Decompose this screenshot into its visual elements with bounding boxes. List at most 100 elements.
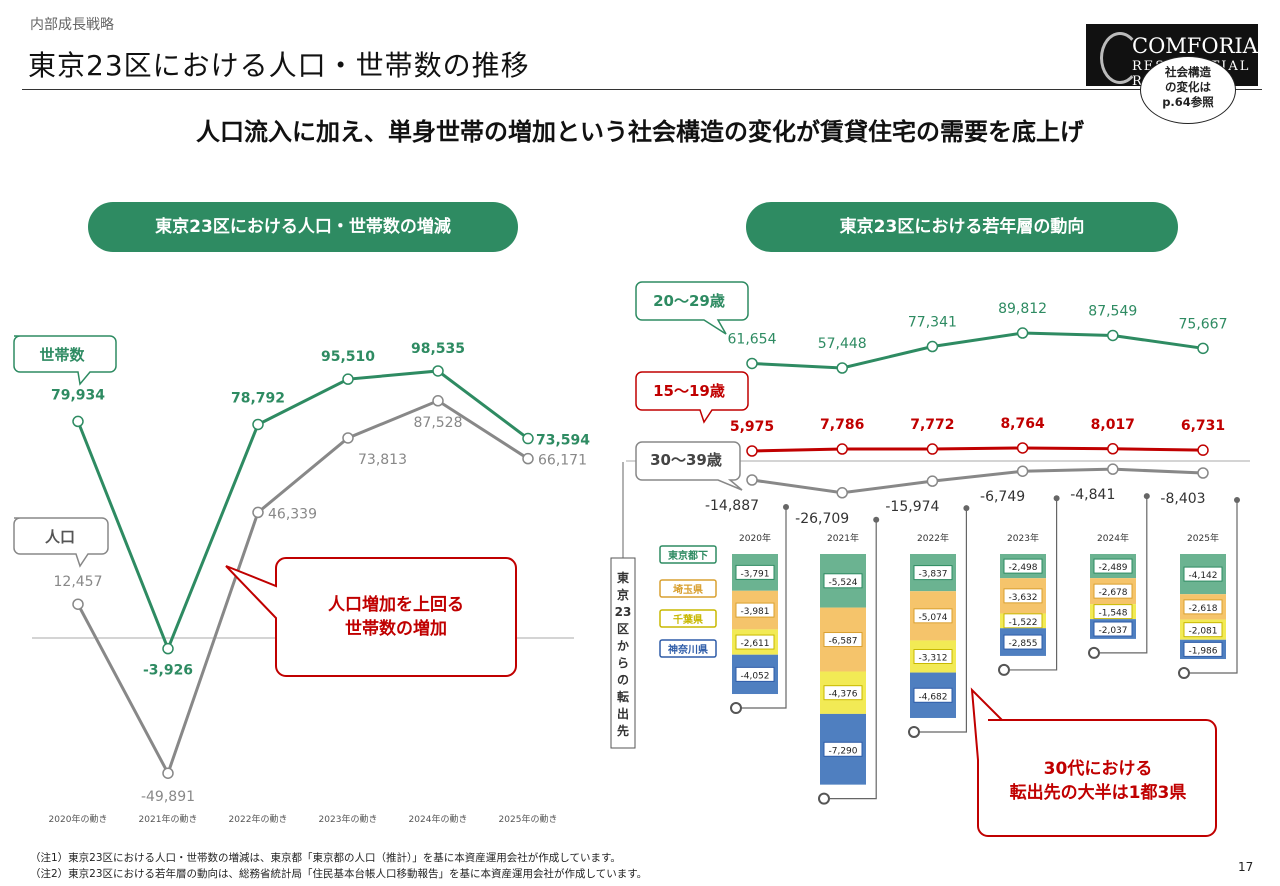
bar-value-box xyxy=(913,565,953,581)
series-line-households xyxy=(76,369,529,653)
data-point xyxy=(1197,342,1209,355)
logo-text-main: COMFORIA xyxy=(1132,34,1258,58)
data-point xyxy=(746,357,758,370)
data-label: 7,772 xyxy=(910,417,954,433)
left-callout-text: 世帯数の増加 xyxy=(345,618,447,639)
bar-legend-label: 東京都下 xyxy=(668,549,708,562)
bar-value-box xyxy=(1003,613,1043,629)
right-callout-box xyxy=(970,687,1217,837)
bar-legend-label: 埼玉県 xyxy=(673,583,703,596)
data-point xyxy=(836,362,848,374)
side-label-char: 京 xyxy=(617,587,629,602)
side-label-char: 東 xyxy=(617,570,629,585)
reference-badge: 社会構造 の変化は p.64参照 xyxy=(1140,56,1236,124)
data-label: 66,171 xyxy=(538,453,587,469)
bar-value-label: -2,855 xyxy=(1008,639,1037,649)
data-point xyxy=(252,418,264,431)
bar-value-box xyxy=(735,602,775,618)
data-point xyxy=(72,415,84,428)
right-callout-text: 30代における xyxy=(1044,758,1153,779)
bar-value-label: -4,142 xyxy=(1188,571,1217,581)
data-label: 7,786 xyxy=(820,417,864,433)
side-label-char: の xyxy=(617,673,629,687)
side-label-char: 先 xyxy=(617,723,629,738)
data-label: 6,731 xyxy=(1181,418,1225,434)
bar-value-box xyxy=(735,564,775,580)
page-title: 東京23区における人口・世帯数の推移 xyxy=(28,49,530,82)
bar-value-box xyxy=(735,666,775,682)
side-label-char: 区 xyxy=(617,622,629,636)
series-line-population xyxy=(76,399,529,777)
data-point xyxy=(926,340,939,353)
right-chart-title: 東京23区における若年層の動向 xyxy=(746,202,1178,252)
connector-line xyxy=(920,508,968,733)
data-label: 87,549 xyxy=(1088,303,1137,319)
reference-badge-line: 社会構造 xyxy=(1165,65,1211,79)
legend-population-box xyxy=(13,517,109,568)
data-point xyxy=(1107,463,1119,475)
data-label: 75,667 xyxy=(1179,316,1228,332)
legend-age30s-box xyxy=(635,441,743,491)
bar-value-label: -3,632 xyxy=(1008,593,1037,603)
bar-year-label: 2020年 xyxy=(739,532,771,544)
bar-value-box xyxy=(913,687,953,703)
headline: 人口流入に加え、単身世帯の増加という社会構造の変化が賃貸住宅の需要を底上げ xyxy=(196,118,1084,146)
data-label: -8,403 xyxy=(1160,491,1205,507)
bar-value-label: -7,290 xyxy=(828,746,857,756)
bar-value-label: -2,489 xyxy=(1098,563,1127,573)
data-label: 46,339 xyxy=(268,506,317,522)
reference-badge-line: p.64参照 xyxy=(1162,95,1214,109)
data-label: 73,813 xyxy=(358,452,407,468)
bar-value-box xyxy=(1093,604,1133,620)
data-label: 77,341 xyxy=(908,315,957,331)
bar-legend-label: 千葉県 xyxy=(673,613,703,626)
data-label: -4,841 xyxy=(1070,487,1115,503)
legend-population-label: 人口 xyxy=(45,528,75,546)
reference-badge-line: の変化は xyxy=(1165,80,1211,94)
data-point xyxy=(836,487,848,499)
x-tick-label: 2022年の動き xyxy=(229,813,288,825)
bar-year-label: 2024年 xyxy=(1097,532,1129,544)
data-label: 79,934 xyxy=(51,387,105,403)
data-point xyxy=(926,443,939,455)
series-line-age20s xyxy=(751,331,1204,370)
bar-value-label: -2,081 xyxy=(1188,627,1217,637)
data-point xyxy=(1107,329,1119,342)
bar-value-label: -4,376 xyxy=(828,690,857,700)
bar-legend-box xyxy=(659,579,717,598)
legend-age30s-label: 30～39歳 xyxy=(650,451,722,469)
bar-value-box xyxy=(1183,622,1223,638)
bar-value-box xyxy=(1003,558,1043,574)
left-chart-title: 東京23区における人口・世帯数の増減 xyxy=(88,202,518,252)
bar-value-label: -5,524 xyxy=(828,578,857,588)
bar-value-box xyxy=(823,741,863,757)
data-point xyxy=(1197,444,1209,456)
bar-value-label: -2,618 xyxy=(1188,604,1217,614)
bar-year-label: 2021年 xyxy=(827,532,859,544)
data-label: 78,792 xyxy=(231,390,285,406)
bar-value-label: -4,682 xyxy=(918,692,947,702)
x-tick-label: 2025年の動き xyxy=(499,813,558,825)
data-point xyxy=(1016,442,1029,454)
bar-value-box xyxy=(1183,641,1223,657)
bar-value-label: -3,312 xyxy=(918,653,947,663)
data-point xyxy=(746,474,758,486)
bar-value-label: -1,548 xyxy=(1098,609,1127,619)
bar-value-box xyxy=(913,608,953,624)
bar-value-box xyxy=(913,648,953,664)
x-tick-label: 2020年の動き xyxy=(49,813,108,825)
data-label: -14,887 xyxy=(705,498,759,514)
connector-line xyxy=(742,507,787,709)
data-label: 98,535 xyxy=(411,341,465,357)
connector-line xyxy=(1100,496,1148,654)
bar-value-label: -2,498 xyxy=(1008,563,1037,573)
data-point xyxy=(1016,327,1029,339)
series-line-age15-19 xyxy=(751,446,1204,453)
x-tick-label: 2024年の動き xyxy=(409,813,468,825)
side-label-char: 23 xyxy=(615,605,632,619)
data-point xyxy=(72,598,84,610)
data-label: -49,891 xyxy=(141,789,195,805)
data-point xyxy=(162,767,174,779)
legend-age15-19-label: 15～19歳 xyxy=(653,382,725,400)
